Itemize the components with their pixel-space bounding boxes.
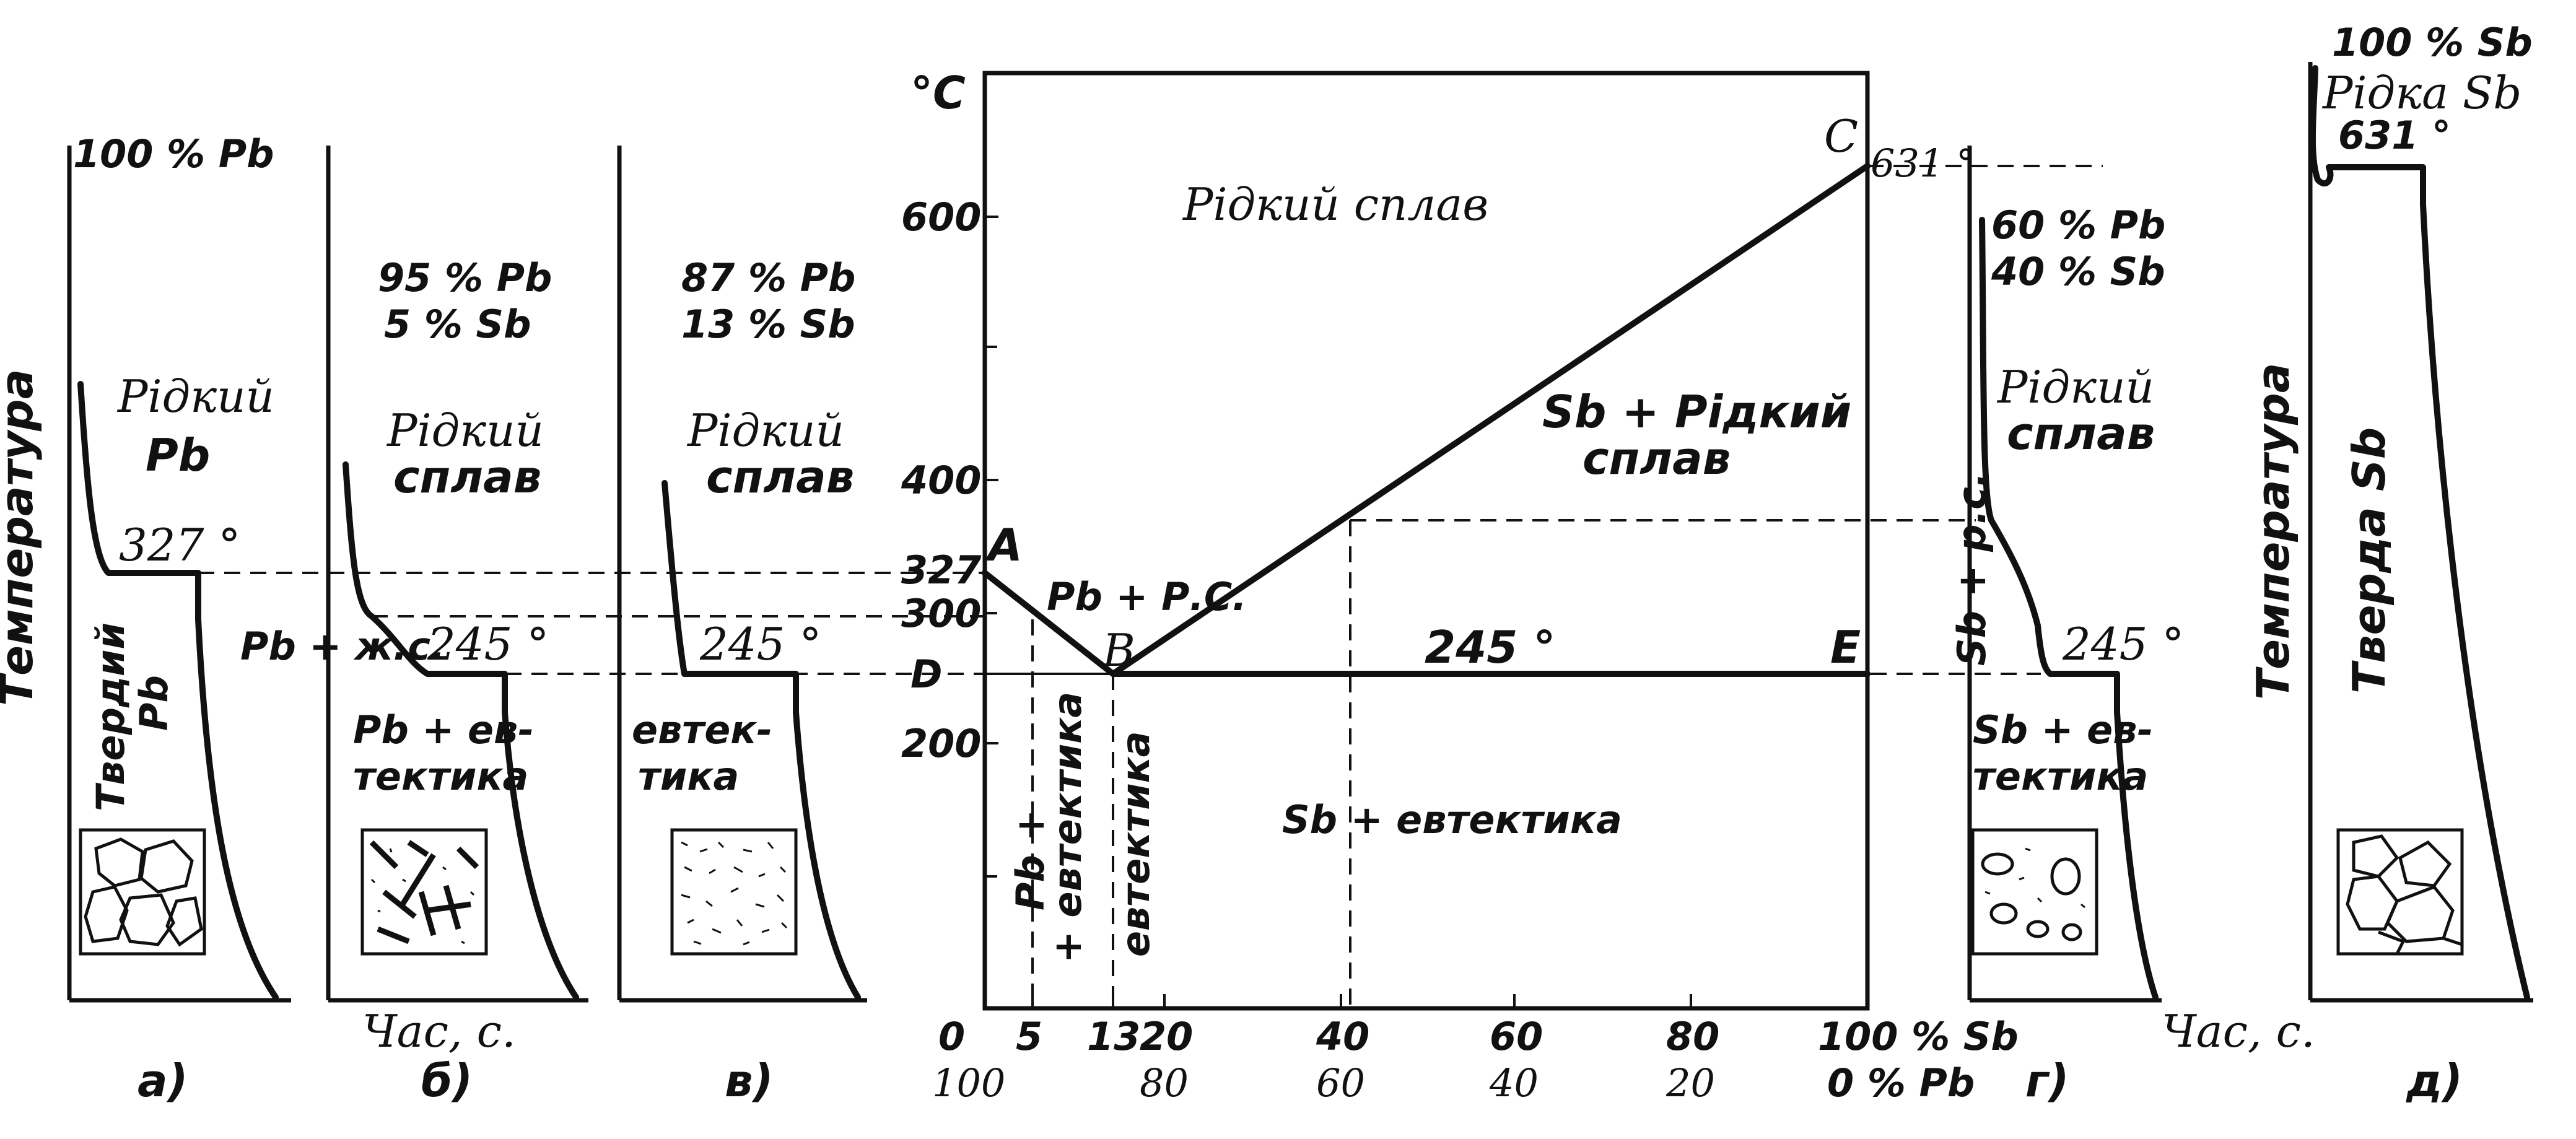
x-pb-tick-80: 80 — [1140, 1060, 1189, 1106]
microstructure-a-grains — [79, 828, 206, 956]
panel-g-composition-1: 60 % Pb — [1991, 203, 2165, 248]
cooling-curve-panel-d: Температура 100 % Sb Рідка Sb 631 ° Твер… — [2247, 20, 2533, 1107]
x-pb-tick-20: 20 — [1666, 1060, 1715, 1106]
panel-g-solid-label-2: тектика — [1973, 754, 2148, 799]
panel-v-composition-1: 87 % Pb — [681, 255, 855, 300]
panel-a-temperature: 327 ° — [119, 519, 240, 571]
panel-b-solid-label-1: Pb + ев- — [353, 707, 534, 753]
panel-a-solid-label-2: Pb — [131, 675, 177, 731]
panel-g-letter: г) — [2025, 1055, 2069, 1107]
panel-a-solid-label-1: Твердий — [88, 622, 133, 811]
x-sb-tick-0: 0 — [938, 1014, 965, 1059]
panel-d-letter: д) — [2406, 1055, 2463, 1107]
x-pb-tick-0: 0 % Pb — [1827, 1060, 1975, 1106]
panel-v-liquid-label-2: сплав — [706, 451, 854, 503]
liquidus-line-bc — [1110, 163, 1871, 677]
panel-a-letter: a) — [138, 1055, 188, 1107]
x-sb-tick-20: 20 — [1140, 1014, 1193, 1059]
panel-d-liquid-label: Рідка Sb — [2321, 67, 2521, 119]
region-sb-liquid-1: Sb + Рідкий — [1542, 386, 1851, 438]
point-c-temperature: 631 ° — [1871, 141, 1975, 186]
diagram-unit-label: °C — [910, 67, 966, 119]
y-tick-300: 300 — [901, 591, 981, 636]
panel-g-solid-label-1: Sb + ев- — [1973, 707, 2153, 753]
phase-diagram: °C 600 400 327 300 D 200 0 5 13 20 40 60… — [901, 67, 2019, 1106]
panel-g-time-label: Час, с. — [2162, 1005, 2315, 1057]
x-sb-tick-5: 5 — [1016, 1014, 1042, 1059]
panel-d-solid-label: Тверда Sb — [2343, 427, 2395, 694]
panel-b-time-label: Час, с. — [362, 1005, 516, 1057]
panel-a-liquid-label-1: Рідкий — [116, 370, 274, 422]
panel-d-temperature-axis-label: Температура — [2247, 363, 2299, 700]
cooling-curve-d — [2309, 65, 2530, 1000]
panel-g-temperature: 245 ° — [2062, 618, 2184, 670]
cooling-curve-panel-v: 87 % Pb 13 % Sb Рідкий сплав 245 ° евтек… — [617, 146, 867, 1107]
microstructure-b-dendrites — [360, 828, 488, 956]
y-tick-d: D — [910, 652, 942, 697]
region-pb-liquid: Pb + Р.С. — [1047, 574, 1247, 619]
panel-b-letter: б) — [421, 1055, 473, 1107]
liquidus-line-ab — [982, 570, 1116, 677]
region-liquid-alloy: Рідкий сплав — [1182, 178, 1488, 230]
phase-diagram-frame — [982, 71, 1870, 1011]
panel-v-letter: в) — [725, 1055, 773, 1107]
panel-d-temperature: 631 ° — [2338, 113, 2451, 158]
panel-b-composition-1: 95 % Pb — [378, 255, 552, 300]
panel-a-liquid-label-2: Pb — [146, 429, 210, 481]
x-sb-tick-60: 60 — [1490, 1014, 1543, 1059]
y-tick-600: 600 — [901, 194, 981, 240]
panel-v-liquid-label-1: Рідкий — [686, 404, 844, 456]
region-sb-eutectic: Sb + евтектика — [1282, 797, 1622, 842]
panel-b-mix-label: Pb + ж.с. — [240, 624, 445, 669]
panel-b-temperature: 245 ° — [427, 618, 549, 670]
panel-b-composition-2: 5 % Sb — [384, 302, 531, 347]
microstructure-d-grains — [2336, 828, 2464, 956]
y-tick-327: 327 — [901, 548, 982, 593]
panel-g-liquid-label-1: Рідкий — [1996, 361, 2154, 413]
panel-g-mix-label: Sb + p.c. — [1949, 473, 1994, 666]
panel-b-liquid-label-1: Рідкий — [386, 404, 544, 456]
y-tick-400: 400 — [901, 458, 981, 503]
panel-v-temperature: 245 ° — [699, 618, 821, 670]
cooling-curve-panel-b: 95 % Pb 5 % Sb Рідкий сплав Pb + ж.с. 24… — [240, 146, 588, 1107]
reference-dashed-lines — [198, 165, 2103, 1006]
panel-g-composition-2: 40 % Sb — [1991, 249, 2165, 294]
point-c-label: C — [1824, 110, 1858, 162]
cooling-curve-b — [343, 461, 579, 1000]
panel-v-solid-label-1: евтек- — [632, 707, 772, 753]
point-a-label: A — [985, 519, 1023, 571]
x-sb-tick-40: 40 — [1316, 1014, 1369, 1059]
panel-b-solid-label-2: тектика — [353, 754, 528, 799]
microstructure-v-fine-eutectic — [670, 828, 798, 956]
cooling-curve-a — [77, 381, 279, 1000]
left-temperature-axis-label: Температура — [0, 369, 43, 706]
x-sb-tick-13: 13 — [1087, 1014, 1140, 1059]
cooling-curve-panel-a: 100 % Pb Рідкий Pb 327 ° Твердий Pb a) — [67, 131, 291, 1107]
point-e-label: E — [1830, 621, 1861, 673]
cooling-curve-v — [661, 480, 861, 1000]
x-sb-tick-100: 100 % Sb — [1818, 1014, 2019, 1059]
x-pb-tick-40: 40 — [1489, 1060, 1539, 1106]
panel-v-composition-2: 13 % Sb — [681, 302, 855, 347]
x-pb-tick-100: 100 — [932, 1060, 1005, 1106]
x-pb-tick-60: 60 — [1316, 1060, 1365, 1106]
point-b-label: B — [1101, 624, 1135, 676]
panel-g-liquid-label-2: сплав — [2007, 408, 2155, 460]
y-tick-200: 200 — [901, 721, 981, 766]
region-pb-eutectic-1: Pb + — [1008, 810, 1053, 910]
microstructure-g-sb-crystals — [1971, 828, 2098, 956]
panel-a-composition: 100 % Pb — [73, 131, 274, 177]
panel-b-liquid-label-2: сплав — [393, 451, 541, 503]
cooling-curve-panel-g: 60 % Pb 40 % Sb Рідкий сплав Sb + p.c. 2… — [1949, 146, 2315, 1107]
region-sb-liquid-2: сплав — [1583, 432, 1731, 484]
panel-d-composition: 100 % Sb — [2332, 20, 2533, 65]
region-pb-eutectic-2: + евтектика — [1045, 692, 1090, 963]
region-eutectic-temperature: 245 ° — [1425, 621, 1555, 673]
x-sb-tick-80: 80 — [1666, 1014, 1719, 1059]
panel-v-solid-label-2: тика — [638, 754, 739, 799]
region-eutectic: евтектика — [1113, 731, 1158, 957]
cooling-curve-g — [1979, 217, 2159, 1000]
